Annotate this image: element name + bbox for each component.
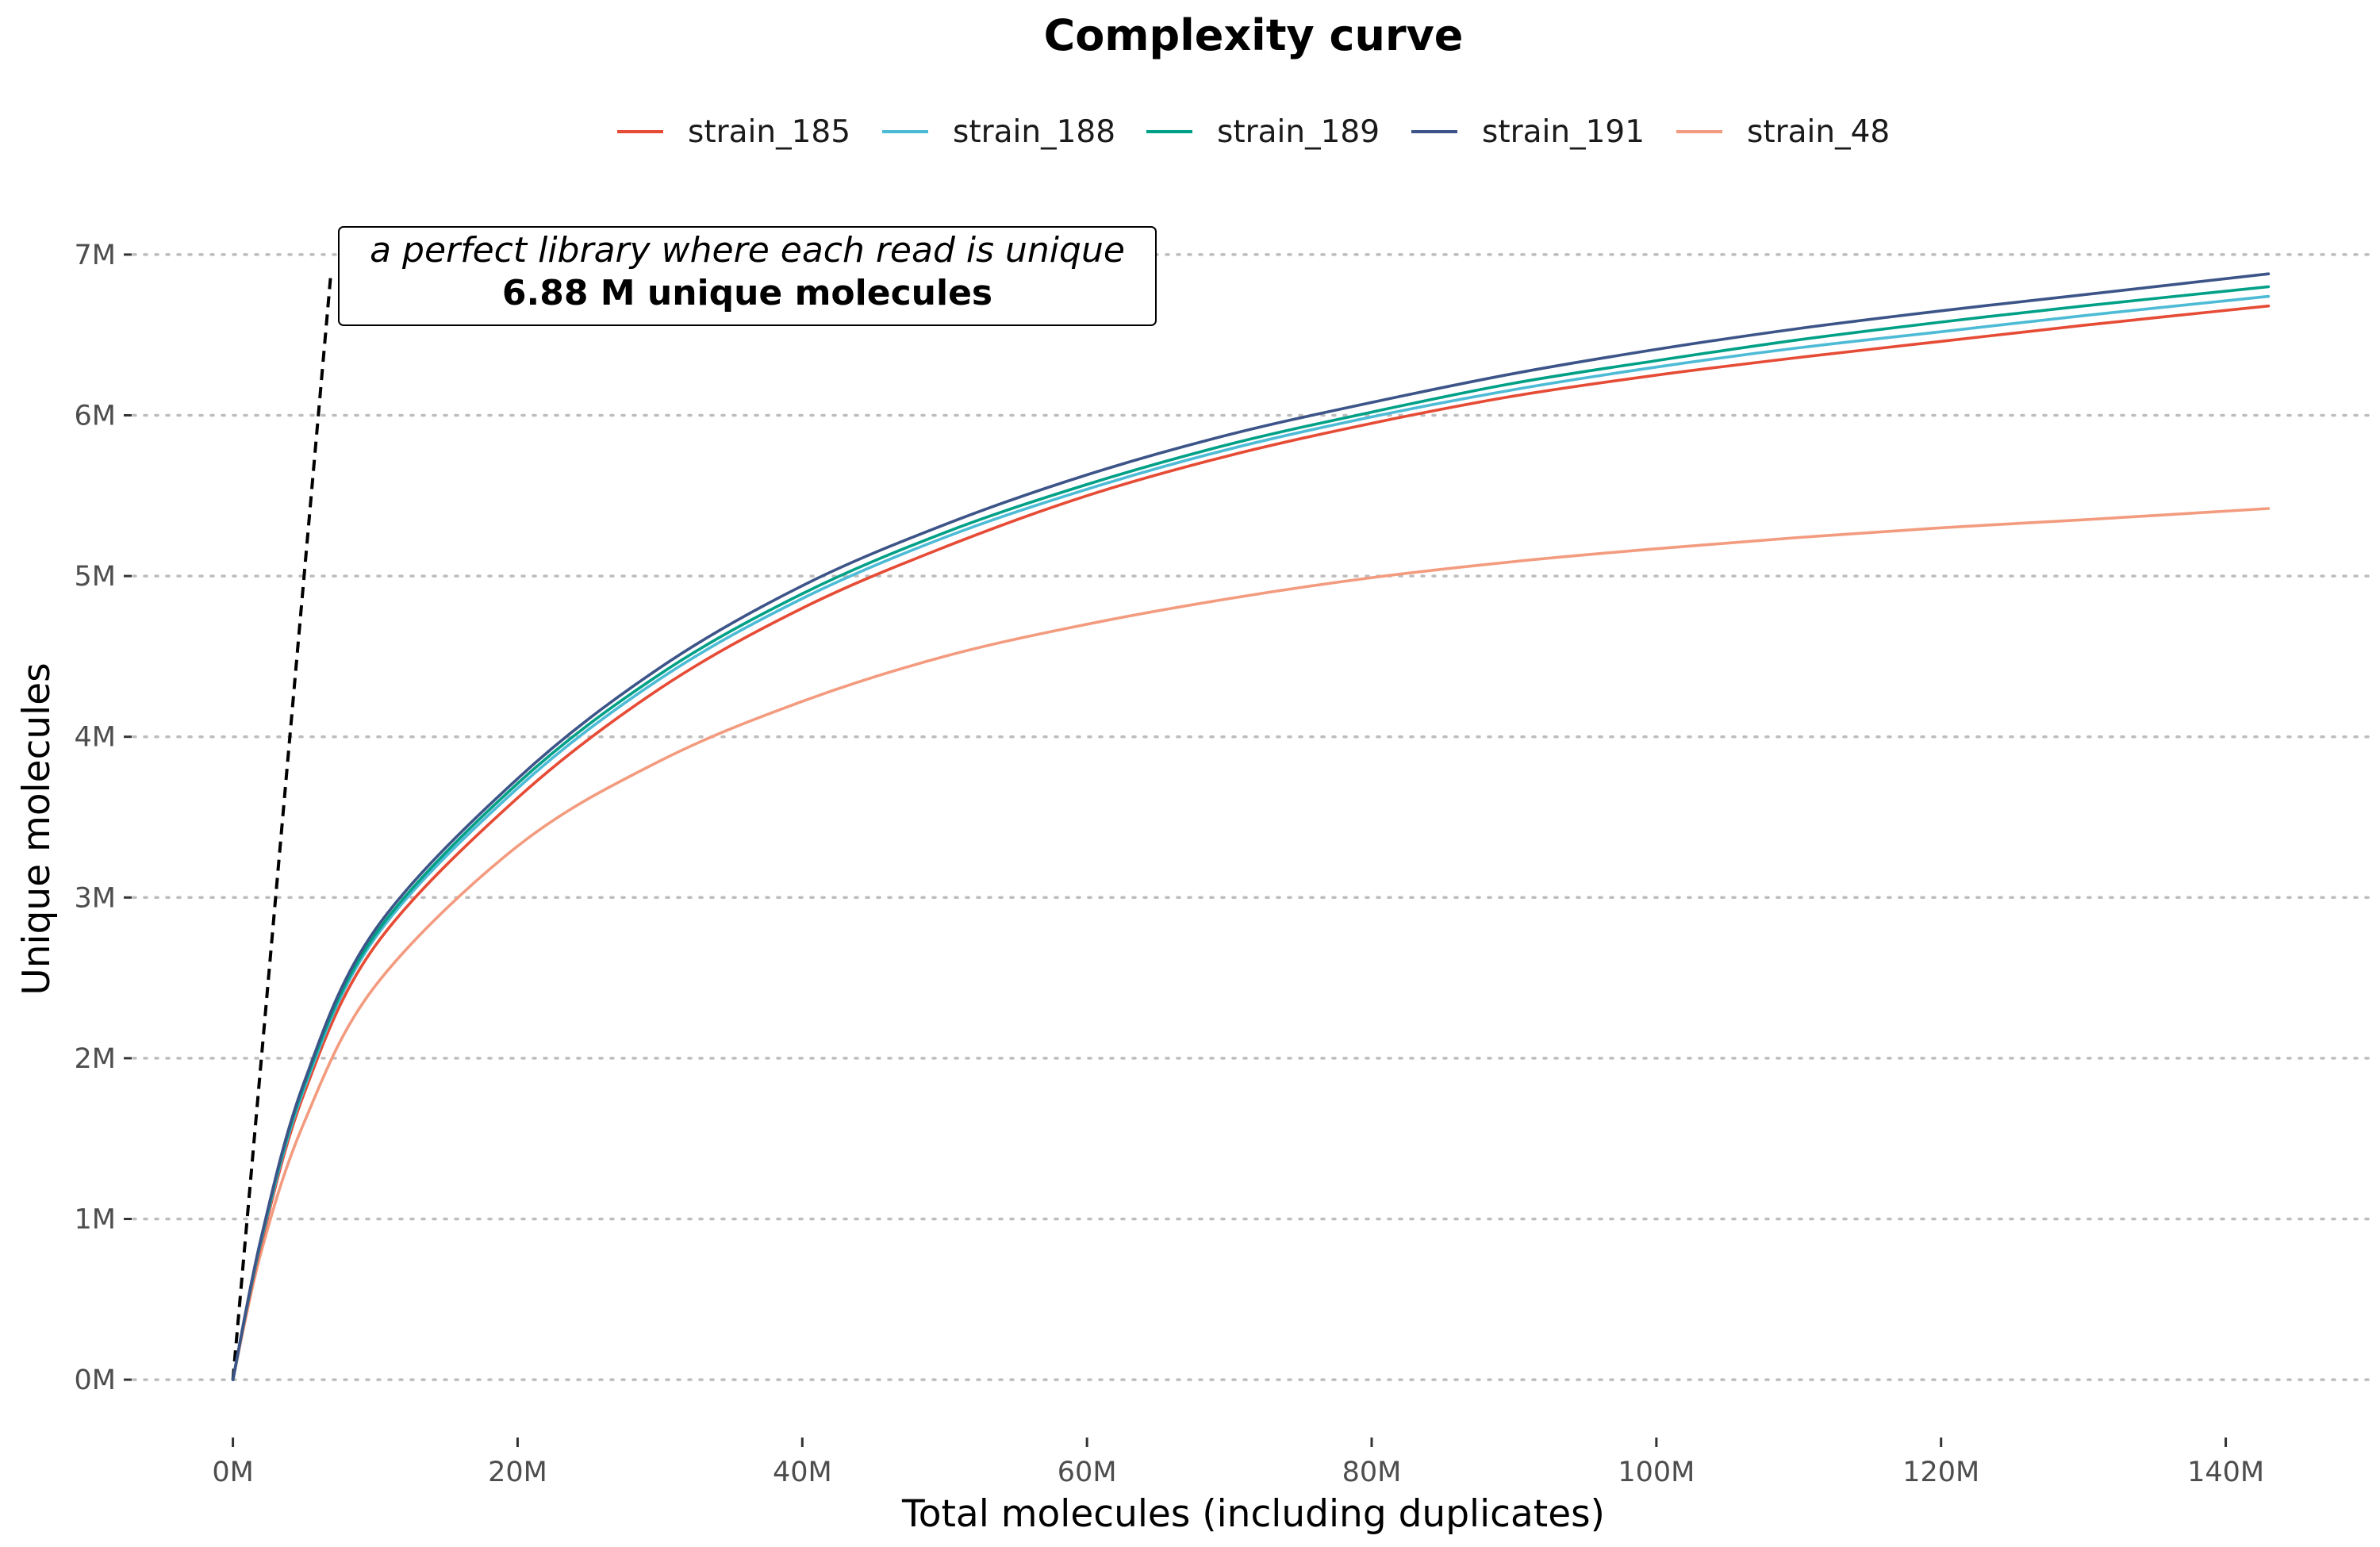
y-tick-label: 6M	[75, 401, 116, 432]
legend-label-strain_185: strain_185	[688, 114, 850, 150]
y-tick-label: 4M	[75, 722, 116, 754]
series-line-strain_48	[231, 507, 2271, 1381]
y-tick-label: 7M	[75, 240, 116, 271]
series-lines	[231, 272, 2271, 1381]
y-tick-label: 5M	[75, 561, 116, 593]
y-tick-label: 3M	[75, 882, 116, 914]
y-tick-label: 0M	[75, 1365, 116, 1396]
x-tick-label: 0M	[212, 1457, 253, 1488]
legend-label-strain_191: strain_191	[1482, 114, 1645, 150]
x-tick-label: 140M	[2187, 1457, 2264, 1488]
annotation-line-2: 6.88 M unique molecules	[502, 273, 992, 313]
series-line-strain_189	[231, 285, 2271, 1381]
legend-label-strain_188: strain_188	[953, 114, 1115, 150]
perfect-library-annotation: a perfect library where each read is uni…	[338, 226, 1157, 326]
annotation-line-1: a perfect library where each read is uni…	[370, 230, 1125, 271]
x-tick-label: 120M	[1902, 1457, 1979, 1488]
x-tick-label: 60M	[1058, 1457, 1117, 1488]
chart-title: Complexity curve	[1044, 10, 1464, 60]
perfect-library-reference-line	[231, 274, 333, 1380]
legend-label-strain_189: strain_189	[1217, 114, 1380, 150]
legend: strain_185 strain_188 strain_189 strain_191…	[617, 114, 1890, 150]
annotation-box	[338, 226, 1157, 326]
gridlines	[132, 253, 2370, 1381]
y-tick-label: 2M	[75, 1043, 116, 1075]
y-axis-title: Unique molecules	[15, 662, 59, 995]
y-tick-label: 1M	[75, 1203, 116, 1235]
series-line-strain_191	[231, 272, 2271, 1381]
legend-label-strain_48: strain_48	[1747, 114, 1890, 150]
x-tick-label: 100M	[1618, 1457, 1695, 1488]
x-axis-title: Total molecules (including duplicates)	[901, 1492, 1605, 1536]
series-line-strain_188	[231, 294, 2271, 1381]
x-tick-label: 20M	[488, 1457, 547, 1488]
x-tick-label: 80M	[1342, 1457, 1402, 1488]
series-line-strain_185	[231, 304, 2271, 1381]
axes: 0M 1M 2M 3M 4M 5M 6M 7M 0M 20M 40M 60M 80M 100M 120M 14…	[75, 240, 2265, 1488]
x-tick-label: 40M	[773, 1457, 832, 1488]
